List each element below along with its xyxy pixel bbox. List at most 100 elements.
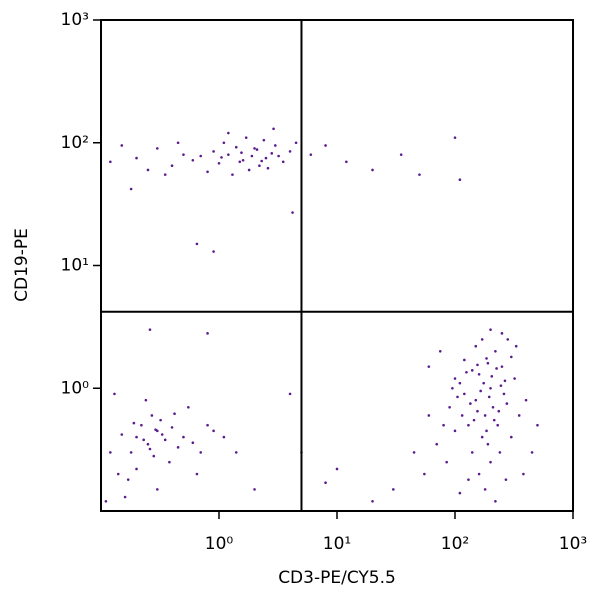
y-tick-label: 10⁰ xyxy=(61,378,90,398)
dot xyxy=(486,442,490,446)
dot xyxy=(448,405,451,409)
dot xyxy=(458,178,462,182)
dot xyxy=(241,158,245,162)
dot xyxy=(458,491,462,495)
dot xyxy=(467,478,470,481)
dot xyxy=(456,395,459,399)
dot xyxy=(227,153,230,156)
dot xyxy=(458,381,462,385)
dot xyxy=(476,363,479,367)
dot xyxy=(494,349,497,353)
dot xyxy=(277,154,280,158)
x-axis-label: CD3-PE/CY5.5 xyxy=(278,568,396,588)
dot xyxy=(489,328,492,331)
dot xyxy=(438,349,442,353)
dot xyxy=(176,141,180,145)
dot xyxy=(435,442,439,446)
dot xyxy=(474,344,478,348)
dot xyxy=(453,136,457,139)
dot xyxy=(496,423,499,427)
dot xyxy=(231,173,234,176)
dot xyxy=(258,164,261,168)
dot xyxy=(522,472,525,476)
dot xyxy=(294,141,298,145)
dot xyxy=(250,154,254,158)
dot xyxy=(423,472,426,476)
dot xyxy=(371,168,374,172)
dot xyxy=(324,144,327,147)
dot xyxy=(479,389,482,393)
dot xyxy=(170,426,174,429)
dot xyxy=(154,428,157,431)
plot-frame xyxy=(100,19,574,512)
dot xyxy=(530,451,534,454)
dot xyxy=(412,451,416,454)
dot xyxy=(504,478,508,481)
dot xyxy=(463,392,466,396)
dot xyxy=(453,429,457,433)
dot xyxy=(170,164,174,168)
dot xyxy=(129,451,133,454)
x-tick-label: 10¹ xyxy=(323,534,351,554)
dot xyxy=(144,398,148,402)
dot xyxy=(474,398,478,402)
dot xyxy=(152,454,156,458)
dot xyxy=(146,442,150,446)
dot xyxy=(260,159,263,163)
dot xyxy=(163,173,167,176)
dot xyxy=(135,435,138,439)
dot xyxy=(126,478,130,481)
dot xyxy=(222,435,226,439)
dot xyxy=(199,154,203,158)
dot xyxy=(491,405,495,409)
dot xyxy=(487,395,491,399)
dot xyxy=(227,131,230,135)
dot xyxy=(173,412,176,416)
dot xyxy=(480,338,484,341)
dot xyxy=(470,369,474,372)
dot xyxy=(220,156,223,159)
dot xyxy=(234,451,238,454)
dot xyxy=(146,168,150,172)
dot xyxy=(264,156,268,160)
dot xyxy=(291,211,294,214)
dot xyxy=(148,447,152,451)
dot xyxy=(135,156,138,160)
x-tick-label: 10⁰ xyxy=(205,534,234,554)
dot xyxy=(113,392,116,396)
dot xyxy=(135,467,138,471)
dot xyxy=(477,472,481,476)
dot xyxy=(536,423,539,427)
dot xyxy=(159,418,162,422)
dot xyxy=(514,344,518,348)
y-tick-label: 10³ xyxy=(61,10,89,30)
dot xyxy=(288,392,292,396)
dot xyxy=(469,402,472,405)
dot xyxy=(489,386,492,390)
dot xyxy=(150,414,154,417)
x-tick-label: 10³ xyxy=(559,534,587,554)
dot xyxy=(234,145,238,149)
dot xyxy=(120,144,124,147)
dot xyxy=(238,160,242,164)
dot xyxy=(206,332,209,335)
dot xyxy=(445,460,448,464)
dot xyxy=(497,409,501,413)
dot xyxy=(148,328,152,331)
dot xyxy=(503,379,507,383)
dot xyxy=(442,423,445,427)
dot xyxy=(156,147,159,150)
dot xyxy=(104,499,108,503)
dot xyxy=(123,495,127,499)
dot xyxy=(244,136,248,139)
dot xyxy=(492,418,496,422)
dot xyxy=(463,358,466,362)
dot xyxy=(240,151,243,154)
dot xyxy=(212,429,215,433)
dot xyxy=(163,438,167,442)
dot xyxy=(490,375,494,378)
dot xyxy=(489,460,492,464)
dot xyxy=(253,147,256,150)
dot xyxy=(191,441,195,445)
dot xyxy=(486,361,490,365)
